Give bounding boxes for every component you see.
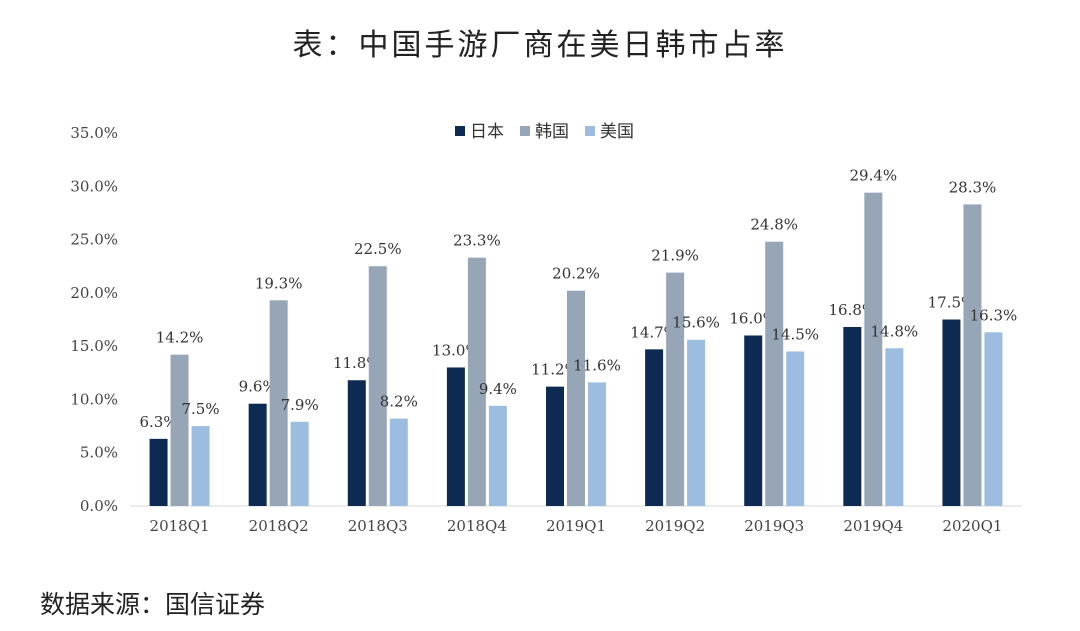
x-tick-label: 2019Q3 [744, 517, 804, 535]
y-tick-label: 25.0% [70, 231, 118, 249]
data-label: 17.5% [928, 294, 976, 312]
data-label: 16.3% [970, 306, 1018, 324]
x-tick-label: 2019Q4 [843, 517, 903, 535]
bar-usa [488, 405, 507, 506]
bar-japan [149, 438, 168, 506]
bar-japan [347, 380, 366, 506]
data-label: 9.6% [239, 378, 277, 396]
x-tick-label: 2018Q2 [249, 517, 309, 535]
data-source-note: 数据来源：国信证券 [40, 590, 266, 619]
bar-chart: 0.0% 5.0% 10.0% 15.0% 20.0% 25.0% 30.0% 35.0% 6.… [70, 122, 1022, 535]
data-label: 14.7% [630, 323, 678, 341]
data-label: 22.5% [354, 240, 402, 258]
bar-japan [446, 367, 465, 506]
bar-korea [368, 266, 387, 506]
y-tick-label: 15.0% [70, 337, 118, 355]
bar-korea [963, 204, 982, 506]
y-tick-label: 10.0% [70, 390, 118, 408]
data-label: 21.9% [651, 247, 699, 265]
bar-japan [645, 349, 664, 506]
bar-korea [269, 300, 288, 506]
y-tick-label: 20.0% [70, 284, 118, 302]
data-label: 6.3% [140, 413, 178, 431]
bar-korea [864, 192, 883, 506]
legend-label: 韩国 [535, 122, 569, 142]
x-tick-label: 2019Q1 [546, 517, 606, 535]
data-label: 14.2% [156, 329, 204, 347]
data-label: 11.8% [333, 354, 381, 372]
y-tick-label: 5.0% [80, 444, 118, 462]
legend-label: 美国 [600, 122, 634, 142]
bar-usa [786, 351, 805, 506]
bar-korea [567, 290, 585, 506]
bar-usa [290, 421, 309, 506]
bar-usa [984, 332, 1003, 506]
data-label: 15.6% [672, 314, 720, 332]
chart-title: 表：中国手游厂商在美日韩市占率 [292, 28, 788, 63]
data-label: 14.8% [871, 322, 919, 340]
data-label: 7.9% [281, 396, 319, 414]
data-label: 19.3% [255, 274, 303, 292]
data-label: 29.4% [850, 167, 898, 185]
bar-korea [467, 257, 486, 506]
legend-swatch [585, 126, 595, 136]
data-label: 11.6% [573, 356, 621, 374]
data-label: 16.8% [829, 301, 877, 319]
legend-swatch [455, 126, 465, 136]
x-tick-label: 2019Q2 [645, 517, 705, 535]
data-label: 28.3% [949, 178, 997, 196]
bar-korea [765, 241, 784, 506]
data-label: 20.2% [552, 265, 600, 283]
bar-usa [885, 348, 904, 506]
data-label: 24.8% [750, 216, 798, 234]
data-label: 8.2% [380, 393, 418, 411]
bar-japan [248, 403, 267, 506]
data-label: 23.3% [453, 232, 501, 250]
bar-korea [666, 272, 685, 506]
y-tick-label: 35.0% [70, 124, 118, 142]
bar-usa [191, 426, 210, 506]
bar-usa [389, 418, 408, 506]
bar-japan [942, 319, 961, 506]
bar-japan [744, 335, 763, 506]
bar-korea [170, 354, 189, 506]
data-label: 11.2% [531, 361, 579, 379]
data-label: 14.5% [771, 325, 819, 343]
data-label: 7.5% [182, 400, 220, 418]
y-tick-label: 30.0% [70, 177, 118, 195]
data-label: 13.0% [432, 341, 480, 359]
bar-usa [588, 382, 606, 506]
x-tick-label: 2018Q1 [150, 517, 210, 535]
x-tick-label: 2018Q3 [348, 517, 408, 535]
bar-japan [843, 326, 862, 506]
data-label: 9.4% [479, 380, 517, 398]
legend-swatch [520, 126, 530, 136]
y-tick-label: 0.0% [80, 497, 118, 515]
legend-label: 日本 [470, 122, 504, 142]
data-label: 16.0% [729, 309, 777, 327]
bar-japan [546, 386, 564, 506]
x-tick-label: 2020Q1 [942, 517, 1002, 535]
x-tick-label: 2018Q4 [447, 517, 507, 535]
bar-usa [687, 339, 706, 506]
